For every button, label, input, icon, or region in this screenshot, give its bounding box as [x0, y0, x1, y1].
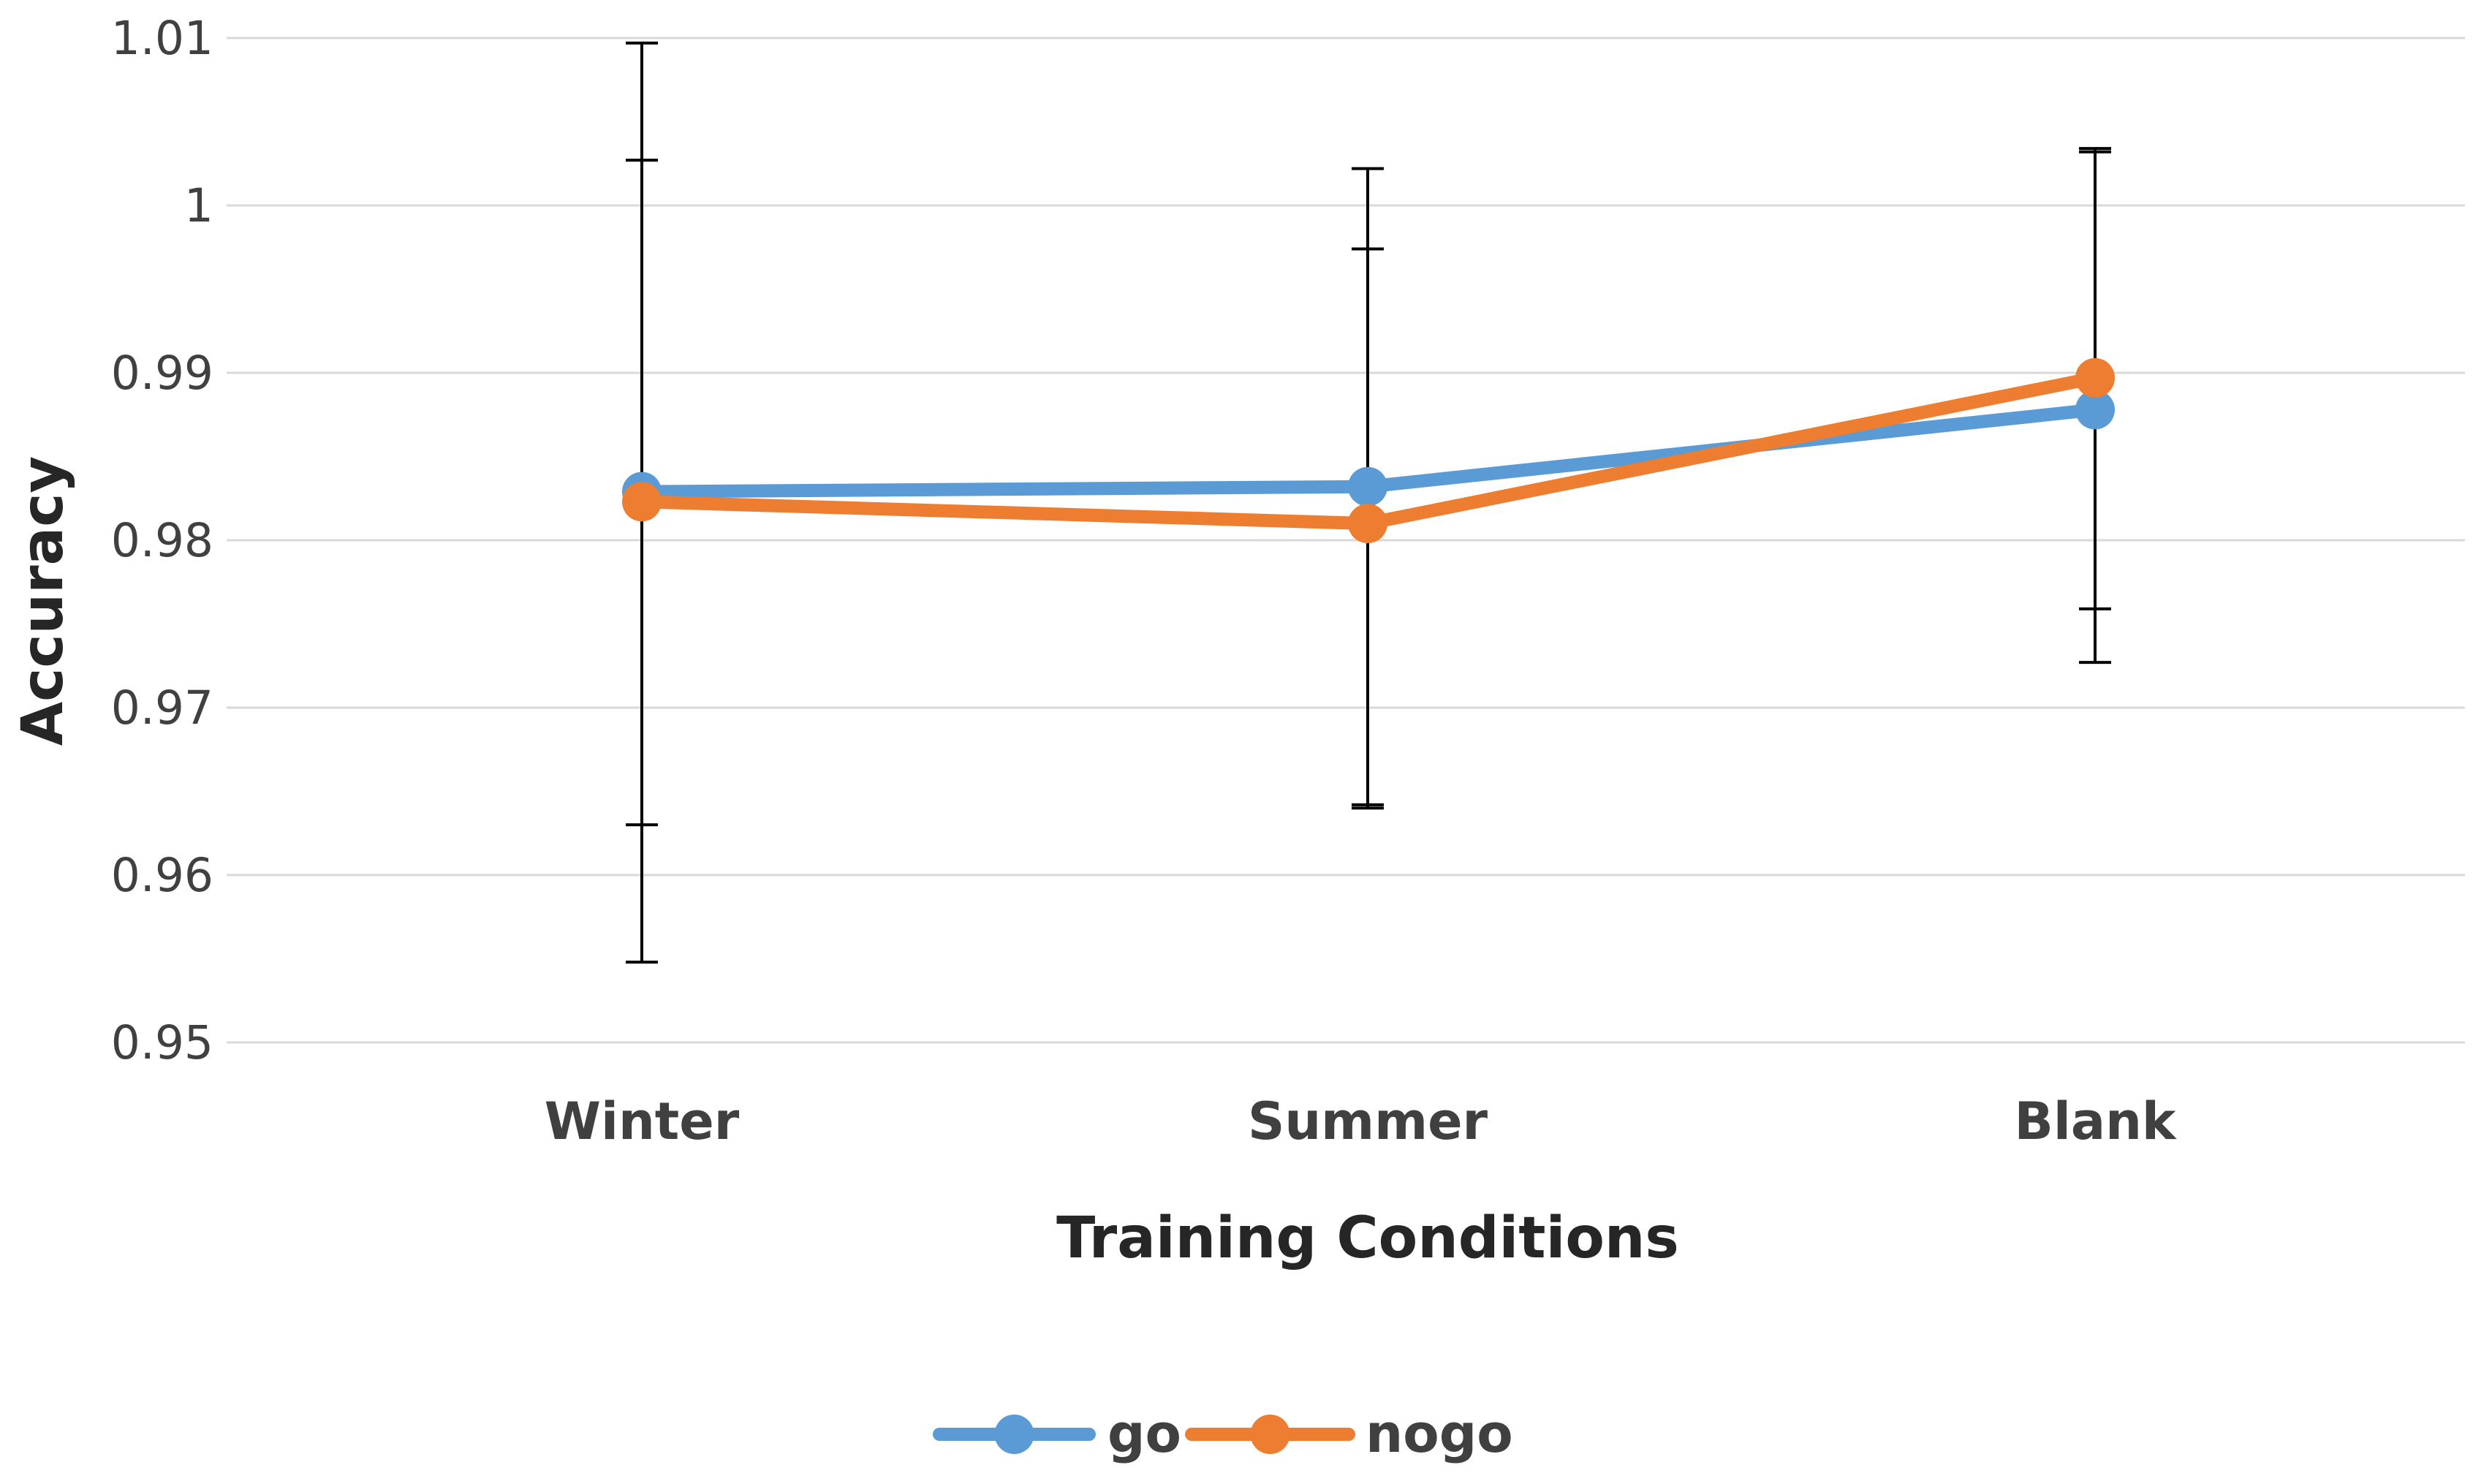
legend-label-nogo: nogo [1366, 1403, 1513, 1464]
y-axis-title: Accuracy [10, 456, 76, 746]
data-point-nogo [2075, 357, 2115, 398]
data-point-nogo [1348, 504, 1387, 544]
x-tick-label: Blank [2015, 1091, 2177, 1151]
y-axis-ticks: 0.95 0.96 0.97 0.98 0.99 1 1.01 [111, 12, 213, 1070]
series-points [622, 357, 2115, 544]
y-tick-label: 0.95 [111, 1016, 213, 1070]
gridlines [227, 37, 2465, 1044]
legend-marker-go [994, 1415, 1034, 1454]
data-point-nogo [622, 482, 662, 522]
x-axis-ticks: Winter Summer Blank [545, 1091, 2177, 1151]
y-tick-label: 0.97 [111, 681, 213, 735]
y-tick-label: 1 [184, 179, 213, 232]
data-point-go [2075, 390, 2115, 430]
y-tick-label: 0.96 [111, 849, 213, 902]
x-axis-title: Training Conditions [1056, 1205, 1679, 1271]
legend-label-go: go [1107, 1403, 1181, 1464]
y-tick-label: 0.99 [111, 347, 213, 400]
legend-marker-nogo [1250, 1415, 1290, 1454]
y-tick-label: 1.01 [111, 12, 213, 65]
x-tick-label: Summer [1248, 1091, 1488, 1151]
legend: go nogo [933, 1403, 1513, 1464]
x-tick-label: Winter [545, 1091, 740, 1151]
data-point-go [1348, 466, 1387, 507]
y-tick-label: 0.98 [111, 514, 213, 567]
